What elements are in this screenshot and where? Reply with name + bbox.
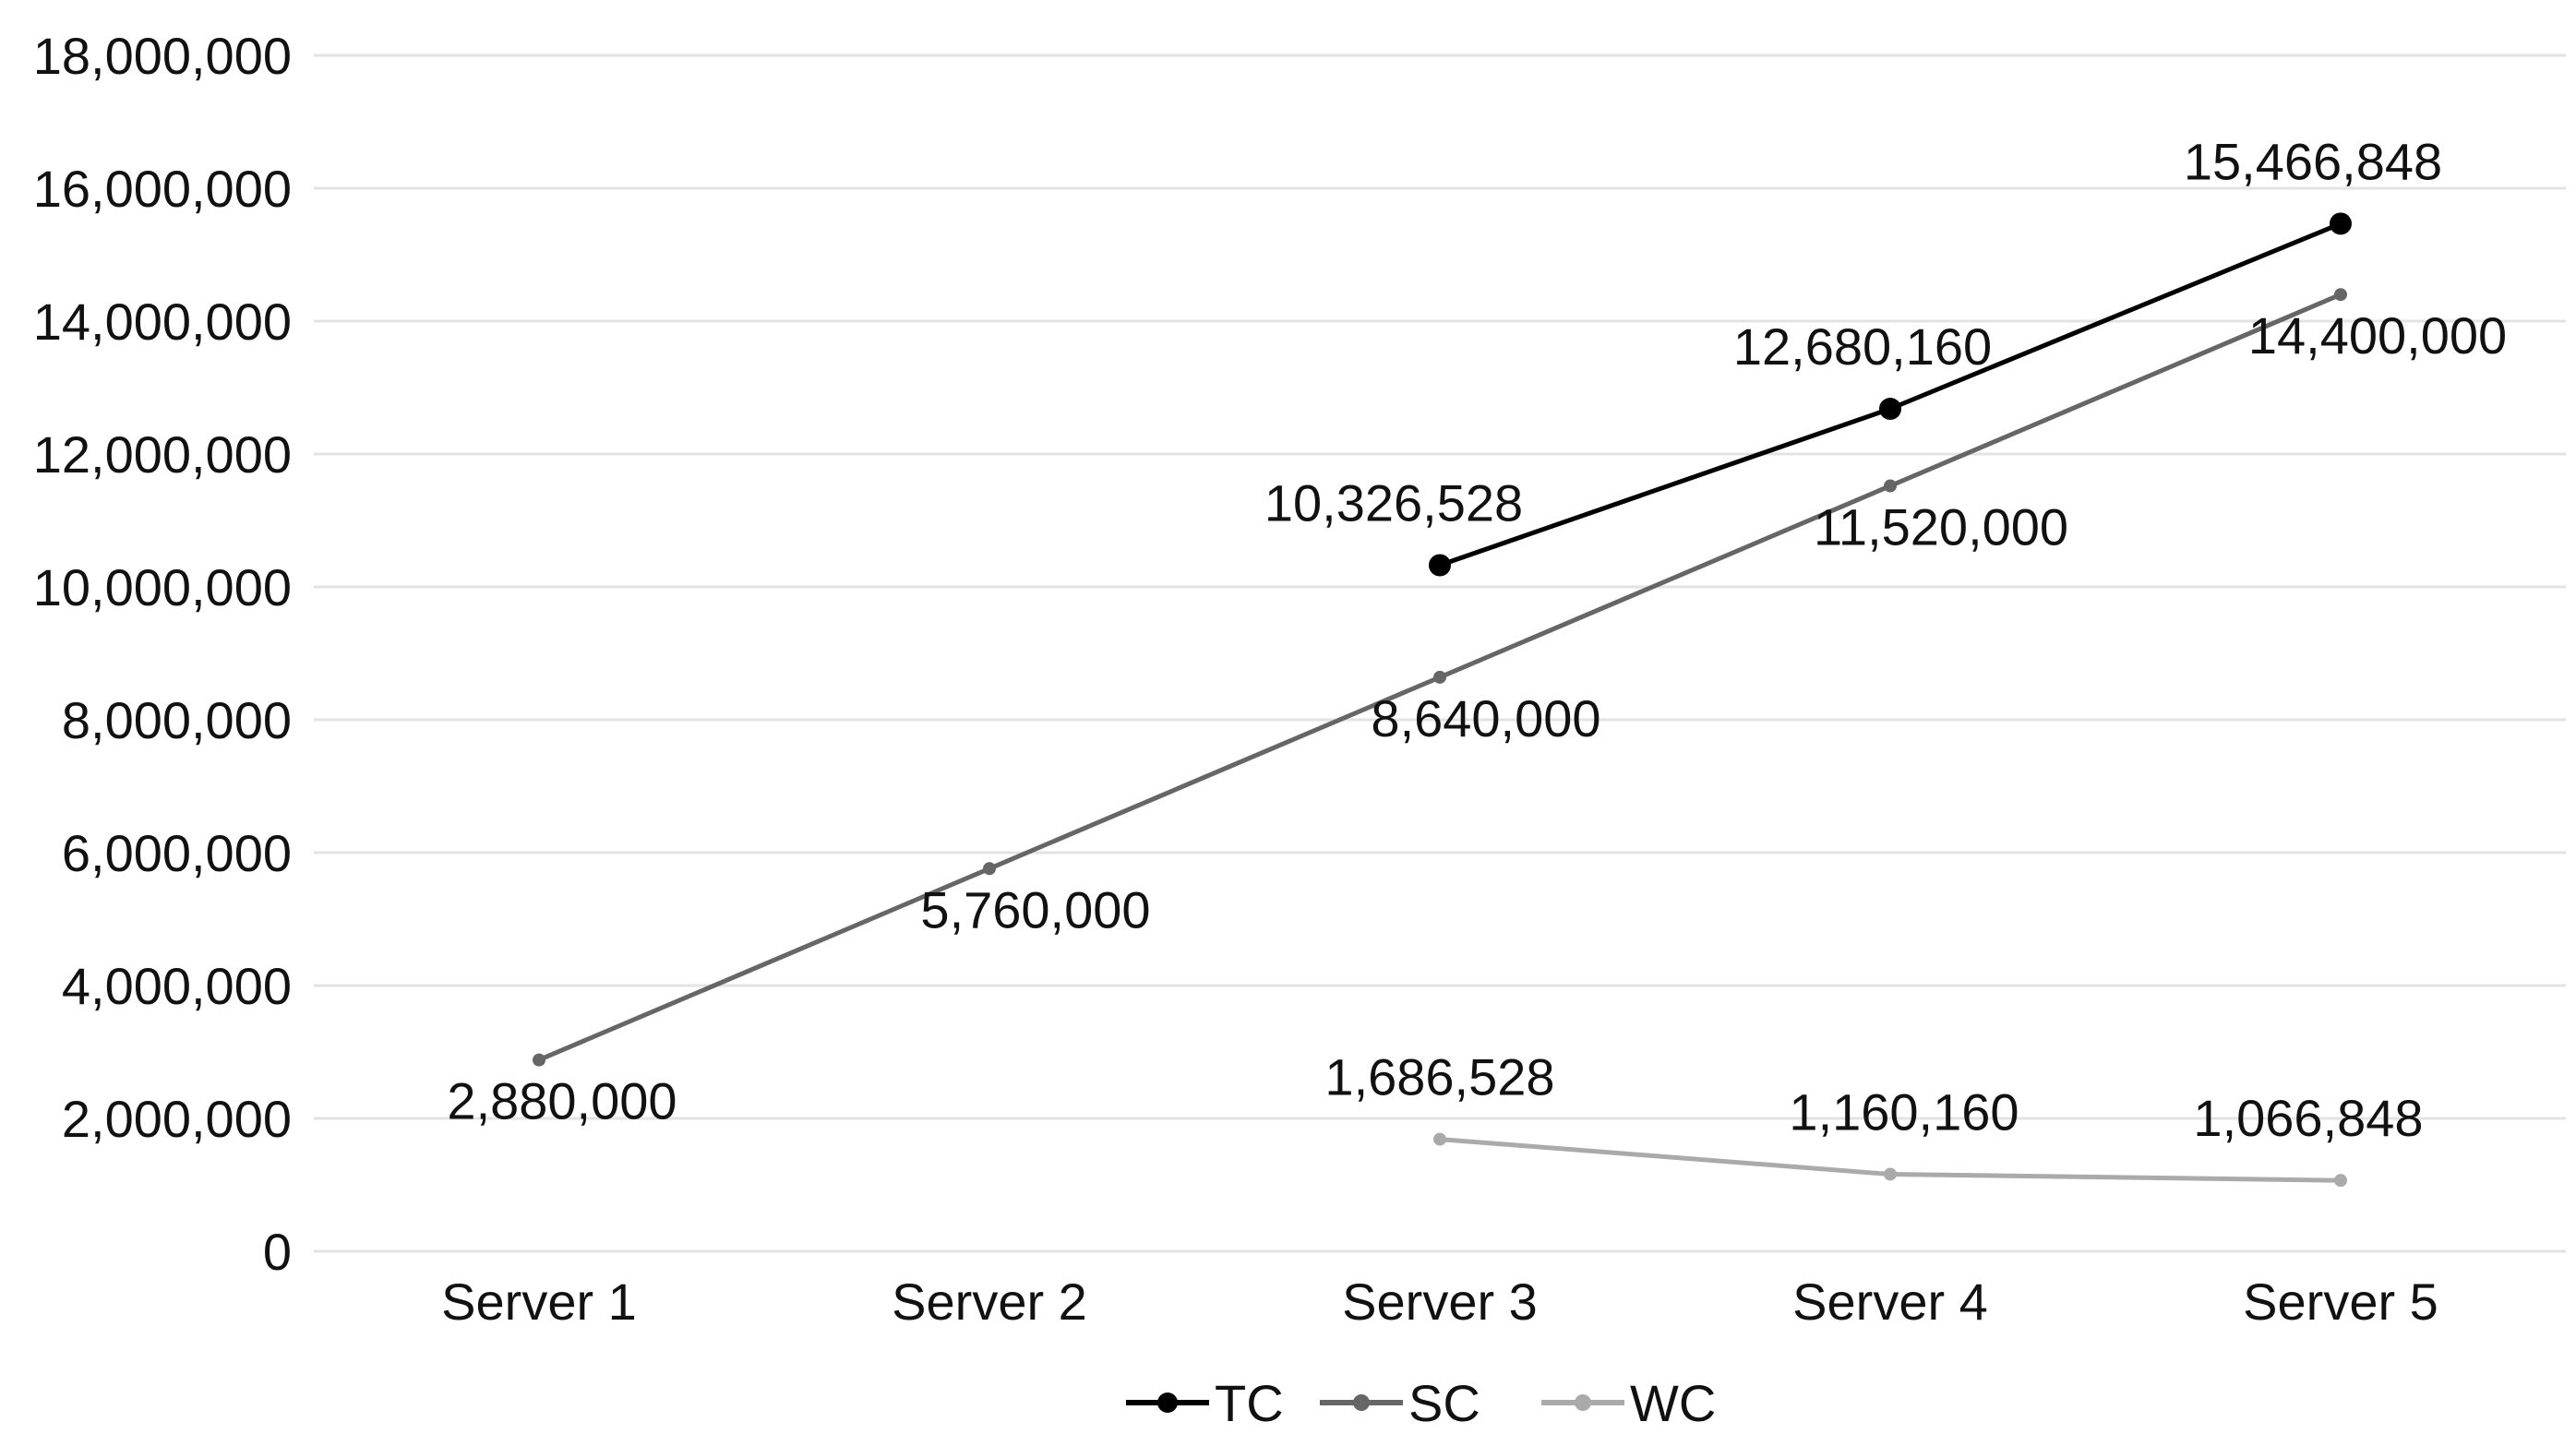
legend-item-sc[interactable]: SC bbox=[1320, 1374, 1480, 1432]
data-point-sc bbox=[2334, 288, 2347, 302]
series-layer bbox=[533, 212, 2352, 1188]
y-tick-label: 8,000,000 bbox=[62, 691, 292, 749]
data-point-sc bbox=[983, 862, 996, 876]
y-tick-label: 18,000,000 bbox=[33, 27, 292, 85]
data-point-sc bbox=[533, 1053, 545, 1067]
y-tick-label: 14,000,000 bbox=[33, 293, 292, 351]
y-axis-tick-labels: 0 2,000,000 4,000,000 6,000,000 8,000,000 10,… bbox=[33, 27, 292, 1281]
y-tick-label: 16,000,000 bbox=[33, 160, 292, 218]
data-label-sc: 2,880,000 bbox=[447, 1072, 677, 1130]
legend-label: WC bbox=[1630, 1374, 1716, 1432]
legend-label: SC bbox=[1408, 1374, 1480, 1432]
y-tick-label: 2,000,000 bbox=[62, 1090, 292, 1148]
y-tick-label: 10,000,000 bbox=[33, 558, 292, 616]
y-tick-label: 0 bbox=[263, 1223, 292, 1281]
y-tick-label: 12,000,000 bbox=[33, 425, 292, 484]
data-label-sc: 8,640,000 bbox=[1371, 689, 1600, 747]
data-label-tc: 10,326,528 bbox=[1264, 473, 1523, 532]
legend-item-wc[interactable]: WC bbox=[1541, 1374, 1716, 1432]
data-label-wc: 1,160,160 bbox=[1789, 1082, 2019, 1141]
data-label-tc: 12,680,160 bbox=[1733, 317, 1992, 376]
x-tick-label: Server 2 bbox=[892, 1273, 1087, 1331]
x-tick-label: Server 3 bbox=[1342, 1273, 1538, 1331]
data-point-tc bbox=[1879, 398, 1901, 421]
legend-item-tc[interactable]: TC bbox=[1126, 1374, 1284, 1432]
data-point-sc bbox=[1433, 670, 1446, 684]
data-label-wc: 1,686,528 bbox=[1324, 1048, 1554, 1106]
y-tick-label: 4,000,000 bbox=[62, 957, 292, 1015]
x-tick-label: Server 1 bbox=[441, 1273, 637, 1331]
legend-swatch-marker bbox=[1353, 1394, 1370, 1411]
legend-label: TC bbox=[1215, 1374, 1284, 1432]
x-axis-tick-labels: Server 1 Server 2 Server 3 Server 4 Server 5 bbox=[441, 1273, 2438, 1331]
legend-swatch-marker bbox=[1157, 1392, 1178, 1413]
data-label-layer: 10,326,528 12,680,160 15,466,848 2,880,000 5… bbox=[447, 132, 2507, 1147]
grid-layer bbox=[314, 54, 2566, 1253]
x-tick-label: Server 5 bbox=[2243, 1273, 2438, 1331]
legend-swatch-marker bbox=[1575, 1394, 1591, 1411]
data-label-wc: 1,066,848 bbox=[2193, 1089, 2423, 1147]
data-label-sc: 11,520,000 bbox=[1814, 498, 2068, 556]
data-label-sc: 14,400,000 bbox=[2248, 306, 2507, 364]
legend: TC SC WC bbox=[1126, 1374, 1716, 1432]
data-label-tc: 15,466,848 bbox=[2184, 132, 2442, 190]
data-point-sc bbox=[1884, 479, 1897, 493]
data-point-wc bbox=[1884, 1167, 1897, 1181]
y-tick-label: 6,000,000 bbox=[62, 824, 292, 882]
data-label-sc: 5,760,000 bbox=[920, 880, 1150, 938]
data-point-tc bbox=[1429, 554, 1451, 577]
data-point-wc bbox=[2334, 1174, 2347, 1188]
x-tick-label: Server 4 bbox=[1792, 1273, 1988, 1331]
data-point-tc bbox=[2330, 212, 2352, 235]
data-point-wc bbox=[1433, 1132, 1446, 1146]
